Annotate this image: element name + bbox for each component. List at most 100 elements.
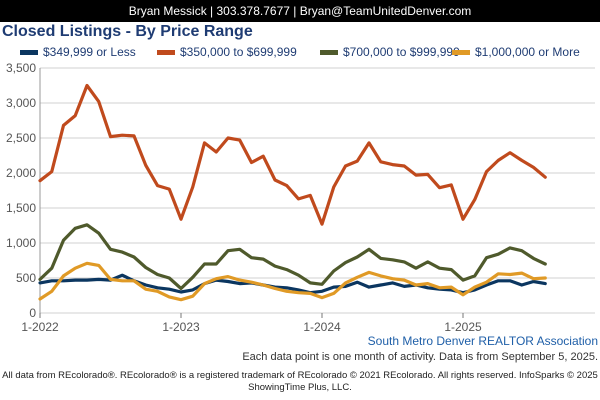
data-point-2-7[interactable] xyxy=(121,250,124,254)
data-point-1-0[interactable] xyxy=(38,179,42,182)
data-point-0-31[interactable] xyxy=(403,285,406,288)
data-point-1-11[interactable] xyxy=(168,187,171,191)
data-point-3-11[interactable] xyxy=(168,295,171,299)
legend-item-series-2[interactable]: $700,000 to $999,999 xyxy=(320,45,460,59)
data-point-1-6[interactable] xyxy=(109,135,112,138)
data-point-0-13[interactable] xyxy=(191,288,194,292)
data-point-3-21[interactable] xyxy=(285,290,288,293)
data-point-1-8[interactable] xyxy=(132,134,136,138)
data-point-3-20[interactable] xyxy=(273,287,277,290)
data-point-1-31[interactable] xyxy=(403,164,406,168)
data-point-2-10[interactable] xyxy=(156,273,159,276)
data-point-3-34[interactable] xyxy=(438,286,441,289)
data-point-0-12[interactable] xyxy=(179,290,183,294)
data-point-1-34[interactable] xyxy=(438,186,441,189)
data-point-1-39[interactable] xyxy=(497,159,500,162)
data-point-3-41[interactable] xyxy=(520,271,523,275)
data-point-3-7[interactable] xyxy=(121,279,124,282)
data-point-3-37[interactable] xyxy=(473,285,476,289)
data-point-1-10[interactable] xyxy=(156,184,159,187)
data-point-3-18[interactable] xyxy=(250,281,253,284)
data-point-0-39[interactable] xyxy=(497,279,500,282)
data-point-3-6[interactable] xyxy=(109,278,112,281)
legend-item-series-1[interactable]: $350,000 to $699,999 xyxy=(157,45,297,59)
data-point-2-0[interactable] xyxy=(38,278,42,281)
data-point-2-1[interactable] xyxy=(50,267,53,270)
data-point-2-11[interactable] xyxy=(168,276,171,280)
data-point-2-36[interactable] xyxy=(461,278,465,282)
data-point-3-19[interactable] xyxy=(262,283,265,287)
data-point-2-43[interactable] xyxy=(544,262,547,266)
data-point-1-14[interactable] xyxy=(203,141,206,145)
data-point-0-25[interactable] xyxy=(332,285,335,289)
data-point-2-41[interactable] xyxy=(520,249,523,252)
data-point-1-13[interactable] xyxy=(191,185,194,189)
data-point-1-36[interactable] xyxy=(461,218,465,221)
data-point-2-6[interactable] xyxy=(109,248,112,251)
data-point-3-26[interactable] xyxy=(344,281,347,285)
data-point-2-5[interactable] xyxy=(97,232,100,235)
data-point-3-12[interactable] xyxy=(179,298,183,301)
data-point-2-15[interactable] xyxy=(215,262,218,266)
data-point-1-42[interactable] xyxy=(532,166,535,169)
data-point-3-5[interactable] xyxy=(97,264,100,267)
data-point-0-10[interactable] xyxy=(156,286,159,289)
data-point-1-38[interactable] xyxy=(485,170,488,173)
data-point-2-23[interactable] xyxy=(309,281,312,285)
data-point-1-33[interactable] xyxy=(426,173,429,176)
data-point-3-35[interactable] xyxy=(450,285,453,289)
legend-item-series-0[interactable]: $349,999 or Less xyxy=(20,45,136,59)
data-point-3-13[interactable] xyxy=(191,295,194,298)
data-point-1-4[interactable] xyxy=(85,84,89,87)
data-point-0-21[interactable] xyxy=(285,286,288,289)
data-point-2-12[interactable] xyxy=(179,287,183,290)
data-point-1-35[interactable] xyxy=(450,183,453,187)
data-point-1-22[interactable] xyxy=(297,197,300,201)
data-point-3-42[interactable] xyxy=(532,277,535,280)
data-point-1-37[interactable] xyxy=(473,198,476,201)
data-point-1-9[interactable] xyxy=(144,164,147,167)
data-point-3-16[interactable] xyxy=(226,275,230,278)
data-point-1-17[interactable] xyxy=(238,138,241,142)
data-point-2-8[interactable] xyxy=(132,255,136,259)
data-point-2-30[interactable] xyxy=(391,258,394,261)
data-point-2-39[interactable] xyxy=(497,253,500,256)
data-point-2-14[interactable] xyxy=(203,262,206,266)
data-point-1-23[interactable] xyxy=(309,194,312,197)
data-point-2-13[interactable] xyxy=(191,276,194,279)
data-point-3-25[interactable] xyxy=(332,292,335,295)
data-point-3-40[interactable] xyxy=(508,273,512,276)
data-point-0-28[interactable] xyxy=(367,285,371,289)
data-point-1-24[interactable] xyxy=(320,222,324,226)
data-point-2-34[interactable] xyxy=(438,267,441,270)
data-point-2-26[interactable] xyxy=(344,261,347,264)
data-point-1-5[interactable] xyxy=(97,100,100,103)
data-point-3-29[interactable] xyxy=(379,274,382,278)
data-point-0-17[interactable] xyxy=(238,282,241,285)
data-point-1-15[interactable] xyxy=(215,150,218,154)
data-point-0-1[interactable] xyxy=(50,279,53,282)
data-point-0-30[interactable] xyxy=(391,281,394,285)
data-point-1-40[interactable] xyxy=(508,151,512,154)
data-point-3-38[interactable] xyxy=(485,281,488,284)
data-point-2-25[interactable] xyxy=(332,269,335,273)
data-point-1-29[interactable] xyxy=(379,160,382,163)
data-point-3-28[interactable] xyxy=(367,271,371,274)
data-point-3-43[interactable] xyxy=(544,276,547,280)
data-point-1-30[interactable] xyxy=(391,163,394,166)
data-point-3-9[interactable] xyxy=(144,288,147,291)
data-point-0-33[interactable] xyxy=(426,286,429,289)
data-point-0-24[interactable] xyxy=(320,290,324,293)
data-point-0-40[interactable] xyxy=(508,279,512,282)
data-point-2-21[interactable] xyxy=(285,268,288,271)
data-point-2-31[interactable] xyxy=(403,260,406,264)
legend-item-series-3[interactable]: $1,000,000 or More xyxy=(452,45,580,59)
data-point-0-41[interactable] xyxy=(520,283,523,287)
data-point-3-17[interactable] xyxy=(238,278,241,282)
data-point-2-22[interactable] xyxy=(297,274,300,277)
data-point-1-27[interactable] xyxy=(356,159,359,163)
data-point-3-30[interactable] xyxy=(391,277,394,280)
data-point-0-5[interactable] xyxy=(97,278,100,281)
data-point-2-17[interactable] xyxy=(238,248,241,251)
data-point-3-8[interactable] xyxy=(132,279,136,282)
